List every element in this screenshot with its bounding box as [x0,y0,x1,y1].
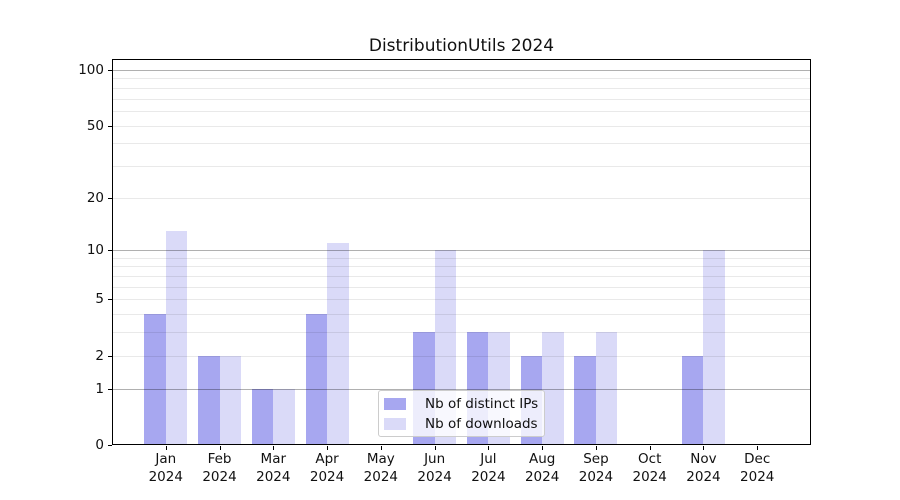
x-axis-tick [649,446,651,450]
y-axis-tick [108,70,112,71]
bar-downloads [703,250,725,445]
legend-swatch-distinct-ips [384,397,406,410]
minor-gridline [113,98,810,100]
x-axis-tick [703,446,705,450]
minor-gridline [113,143,810,145]
legend-item-downloads: Nb of downloads [384,416,544,432]
y-tick-label: 20 [86,189,104,206]
x-tick-label: Oct 2024 [632,451,667,485]
bar-downloads [219,355,242,445]
x-axis-tick [488,446,490,450]
minor-gridline [113,257,810,259]
bar-downloads [542,332,564,445]
y-tick-label: 0 [95,437,104,453]
y-axis-tick [108,125,112,127]
bar-downloads [273,388,295,445]
major-gridline [113,388,810,390]
x-axis-tick [434,446,436,450]
y-axis-tick [108,197,112,199]
y-axis-tick [108,299,112,301]
minor-gridline [113,276,810,278]
x-axis-tick [542,446,544,450]
y-tick-label: 2 [95,347,104,364]
minor-gridline [113,286,810,288]
legend-swatch-downloads [384,417,406,430]
y-tick-label: 50 [86,117,104,134]
bar-downloads [595,332,618,445]
bar-distinct-ips [681,355,704,445]
bar-downloads [327,243,349,445]
major-gridline [113,250,810,252]
x-axis-tick [757,446,759,450]
x-axis-tick [327,446,329,450]
legend-item-distinct-ips: Nb of distinct IPs [384,396,544,412]
minor-gridline [113,125,810,127]
x-tick-label: Dec 2024 [740,451,775,485]
x-axis-tick [380,446,382,450]
minor-gridline [113,314,810,316]
y-tick-label: 100 [78,62,104,78]
x-tick-label: Jan 2024 [148,451,183,485]
bar-distinct-ips [305,314,328,445]
y-tick-label: 10 [86,242,104,259]
x-tick-label: May 2024 [363,451,399,485]
x-tick-label: Feb 2024 [202,451,237,485]
x-tick-label: Nov 2024 [686,451,721,485]
bar-distinct-ips [574,355,596,445]
y-axis-tick [108,445,112,446]
minor-gridline [113,355,810,357]
legend-label-downloads: Nb of downloads [425,415,538,432]
x-tick-label: Sep 2024 [578,451,614,485]
y-axis-tick [108,355,112,357]
minor-gridline [113,197,810,199]
minor-gridline [113,87,810,89]
legend-label-distinct-ips: Nb of distinct IPs [425,395,539,412]
minor-gridline [113,266,810,268]
bar-distinct-ips [198,355,220,445]
minor-gridline [113,299,810,301]
major-gridline [113,70,810,71]
minor-gridline [113,110,810,112]
bar-distinct-ips [144,314,166,445]
x-tick-label: Jul 2024 [471,451,506,485]
x-tick-label: Apr 2024 [309,451,345,485]
x-axis-tick [273,446,275,450]
x-axis-tick [219,446,221,450]
x-tick-label: Jun 2024 [417,451,452,485]
y-tick-label: 5 [95,291,104,308]
y-tick-label: 1 [95,380,104,397]
x-tick-label: Mar 2024 [256,451,291,485]
y-axis-tick [108,388,112,390]
chart-title: DistributionUtils 2024 [368,36,555,56]
minor-gridline [113,332,810,334]
x-axis-tick [165,446,167,450]
bar-downloads [165,230,188,445]
x-axis-tick [595,446,597,450]
legend: Nb of distinct IPs Nb of downloads [378,390,545,437]
bar-distinct-ips [251,388,274,445]
minor-gridline [113,78,810,80]
x-tick-label: Aug 2024 [524,451,560,485]
minor-gridline [113,165,810,167]
y-axis-tick [108,250,112,252]
